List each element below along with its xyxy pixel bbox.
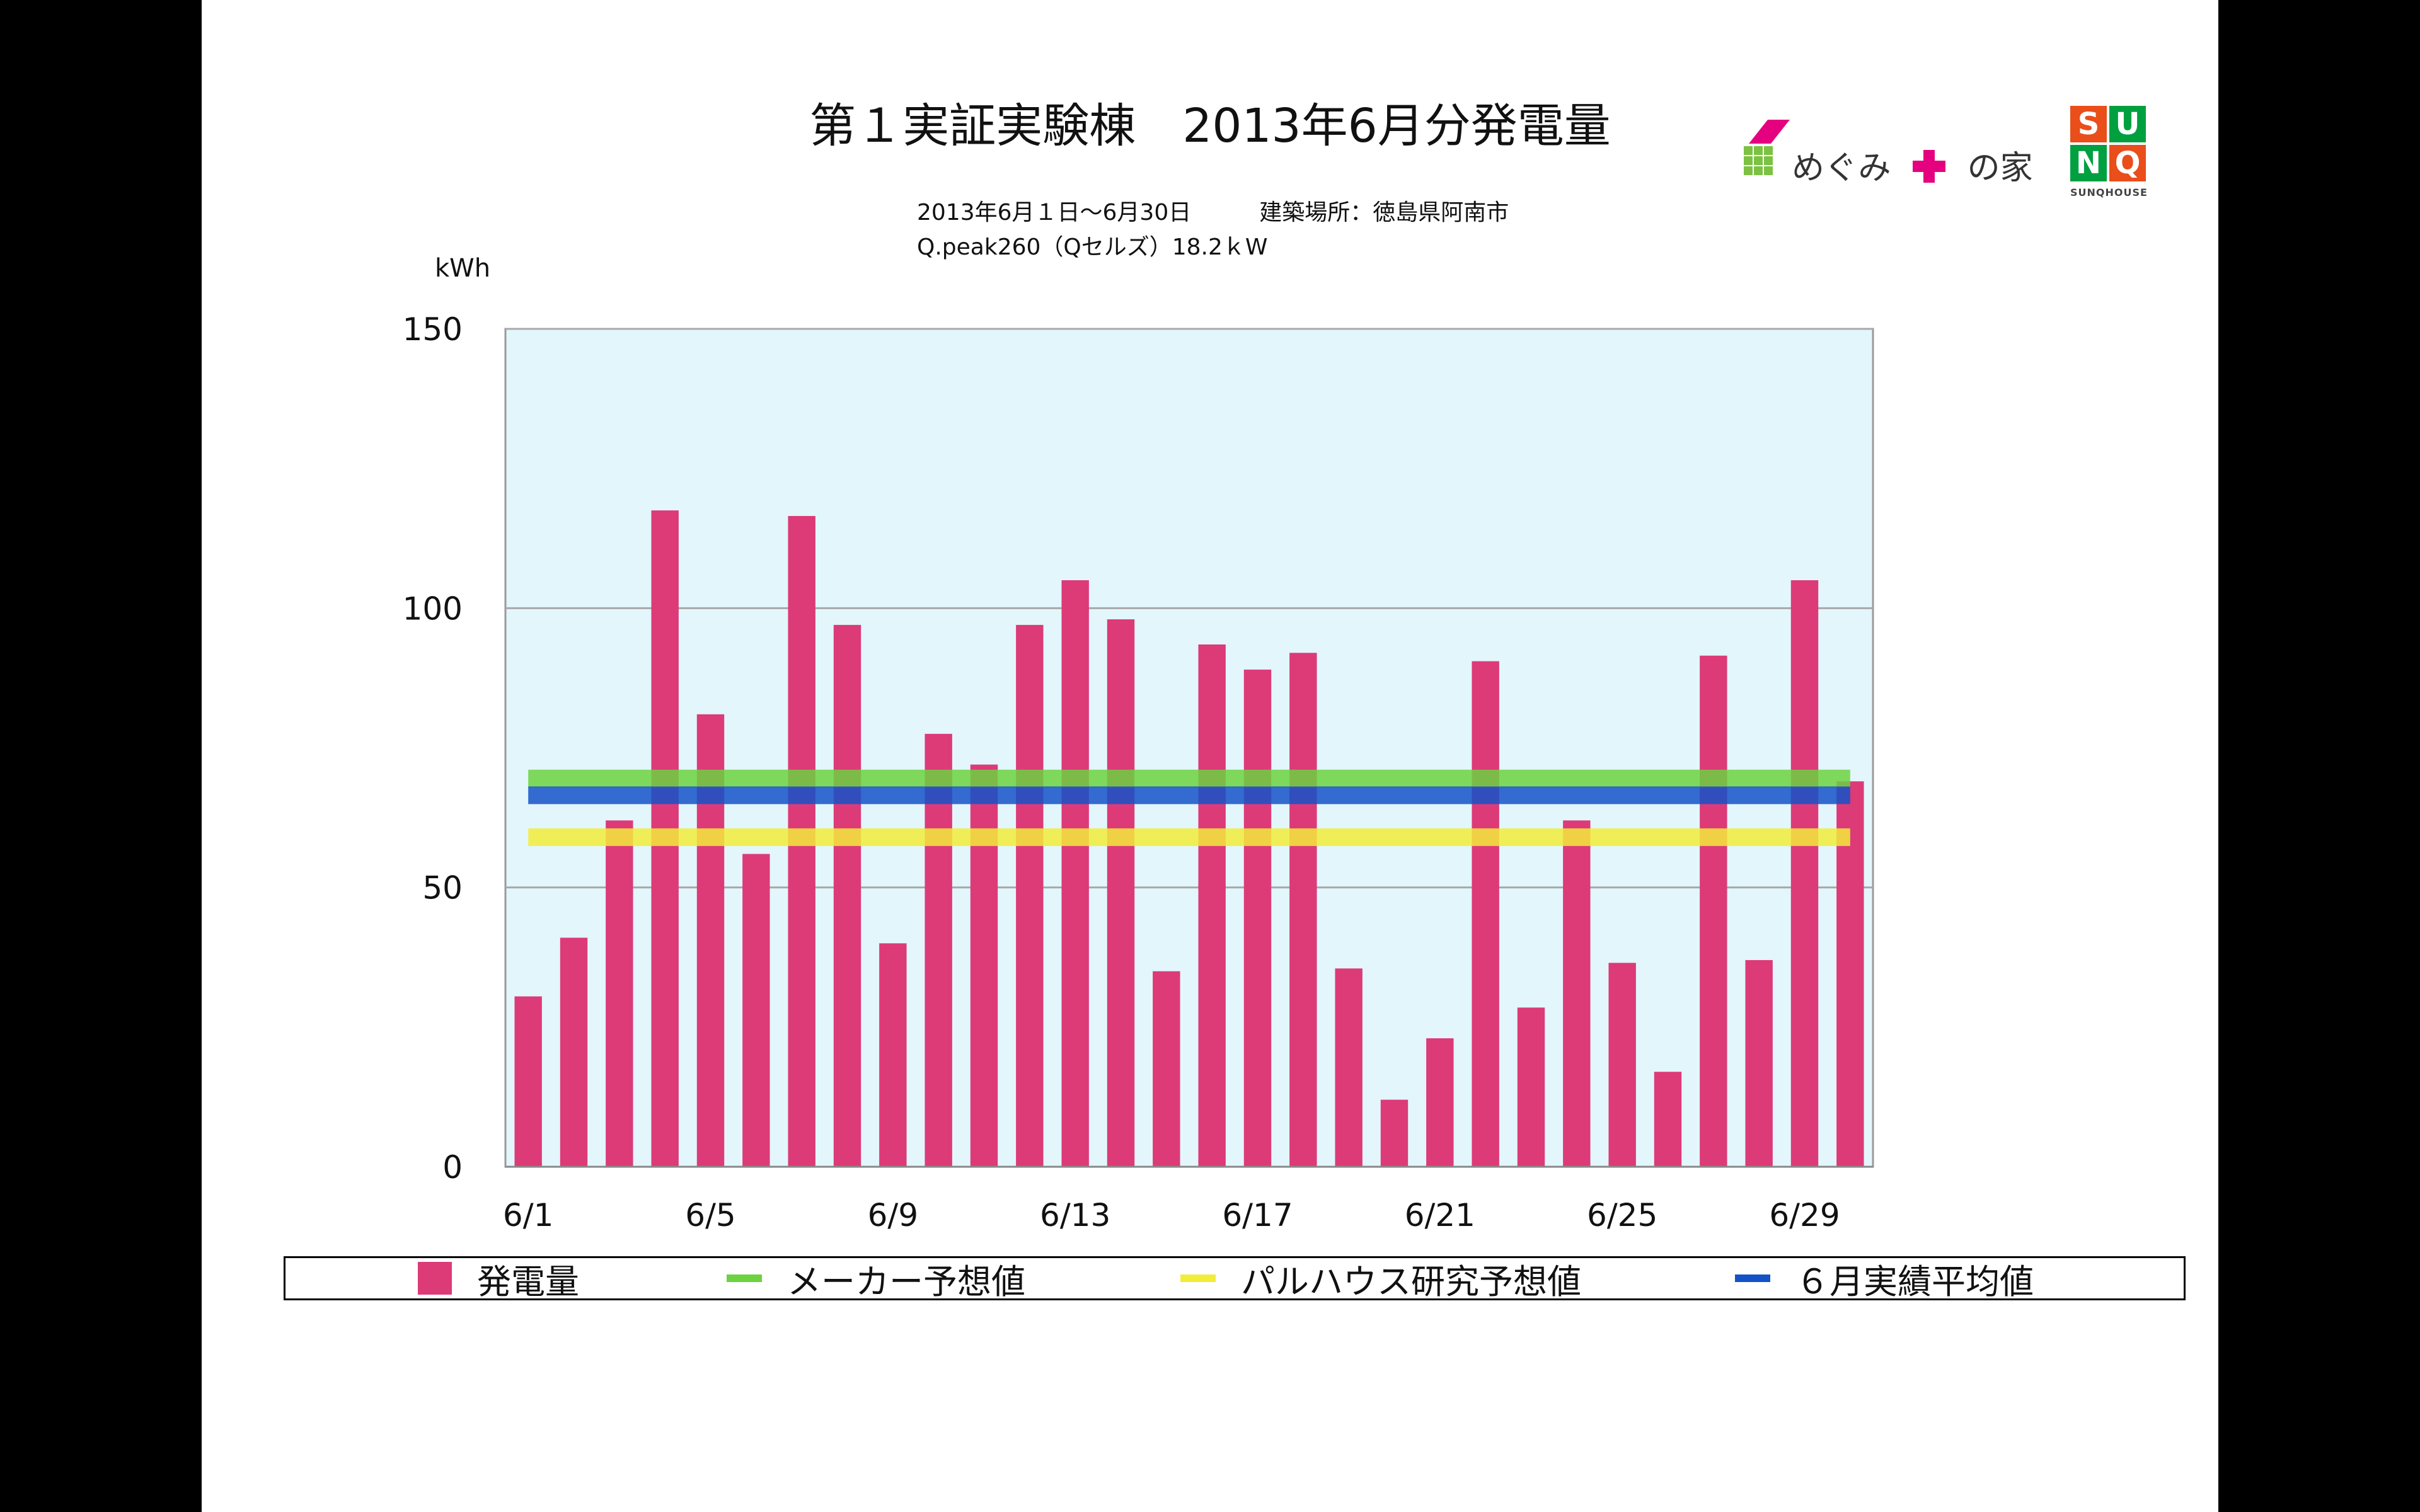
y-tick-label: 100	[403, 590, 463, 627]
bar	[1380, 1099, 1409, 1167]
legend-label: 発電量	[477, 1261, 579, 1302]
legend-swatch	[418, 1262, 452, 1295]
house-grid-icon	[1744, 120, 1790, 175]
sunq-letter-u: U	[2109, 106, 2146, 142]
chart-legend: 発電量 メーカー予想値 パルハウス研究予想値 ６月実績平均値	[284, 1256, 2186, 1302]
legend-label: メーカー予想値	[787, 1261, 1025, 1302]
plus-icon	[1913, 150, 1946, 183]
y-tick-label: 50	[422, 870, 463, 907]
period-location-text: 2013年6月１日〜6月30日 建築場所：徳島県阿南市	[917, 200, 1509, 226]
bar	[1243, 669, 1272, 1167]
x-tick-label: 6/1	[503, 1197, 553, 1234]
bar	[1198, 644, 1226, 1167]
sunq-letter-n: N	[2070, 145, 2107, 181]
bar	[1016, 624, 1044, 1167]
megumi-word: めぐみ	[1792, 149, 1891, 187]
bar	[1335, 968, 1363, 1167]
page-title: 第１実証実験棟 2013年6月分発電量	[809, 99, 1611, 153]
bar	[1426, 1038, 1454, 1167]
bar	[1563, 820, 1591, 1167]
legend-swatch	[1735, 1274, 1770, 1282]
x-tick-label: 6/13	[1040, 1197, 1110, 1234]
bar	[1608, 963, 1636, 1167]
legend-swatch	[727, 1274, 762, 1282]
plot-area	[504, 328, 1874, 1168]
sunq-logo-text: SUNQHOUSE	[2070, 186, 2148, 198]
bar	[514, 996, 542, 1167]
x-tick-label: 6/5	[685, 1197, 735, 1234]
bar	[1061, 580, 1089, 1167]
bar	[1517, 1007, 1545, 1167]
sunq-letter-q: Q	[2109, 145, 2146, 181]
bar	[833, 624, 861, 1167]
x-tick-label: 6/9	[868, 1197, 918, 1234]
bar	[742, 854, 770, 1167]
x-tick-label: 6/25	[1587, 1197, 1657, 1234]
y-axis-unit: kWh	[435, 254, 491, 283]
legend-item: ６月実績平均値	[1735, 1258, 2034, 1302]
legend-item: パルハウス研究予想値	[1180, 1258, 1581, 1302]
x-tick-label: 6/29	[1769, 1197, 1840, 1234]
bar	[1745, 959, 1773, 1167]
bar	[1472, 661, 1499, 1167]
megumi-suffix: の家	[1967, 149, 2033, 187]
bar	[1700, 655, 1727, 1167]
y-tick-label: 0	[442, 1149, 463, 1186]
bar	[879, 943, 907, 1167]
bar	[970, 764, 998, 1167]
legend-label: パルハウス研究予想値	[1241, 1261, 1581, 1302]
legend-swatch	[1180, 1274, 1216, 1282]
power-generation-chart: 0 50 100 150 6/1 6/5 6/9 6/13 6/17 6/21 6/25 6/29	[403, 311, 1874, 1234]
legend-label: ６月実績平均値	[1795, 1261, 2034, 1302]
y-tick-label: 150	[403, 311, 463, 348]
bar	[1153, 971, 1180, 1167]
x-tick-label: 6/17	[1222, 1197, 1293, 1234]
legend-item: メーカー予想値	[727, 1258, 1025, 1302]
megumi-logo-text: めぐみ の家	[1792, 141, 2033, 188]
bar	[1107, 619, 1135, 1167]
bar	[1289, 653, 1317, 1167]
sunq-letter-s: S	[2070, 106, 2107, 142]
bar	[1654, 1072, 1682, 1167]
bar	[925, 733, 952, 1167]
panel-spec-text: Q.peak260（Qセルズ）18.2ｋW	[917, 234, 1268, 260]
bar	[606, 820, 633, 1167]
x-tick-label: 6/21	[1405, 1197, 1475, 1234]
legend-item: 発電量	[418, 1258, 579, 1302]
bar	[1790, 580, 1819, 1167]
bar	[560, 937, 588, 1167]
slide: 第１実証実験棟 2013年6月分発電量 2013年6月１日〜6月30日 建築場所…	[202, 0, 2218, 1512]
